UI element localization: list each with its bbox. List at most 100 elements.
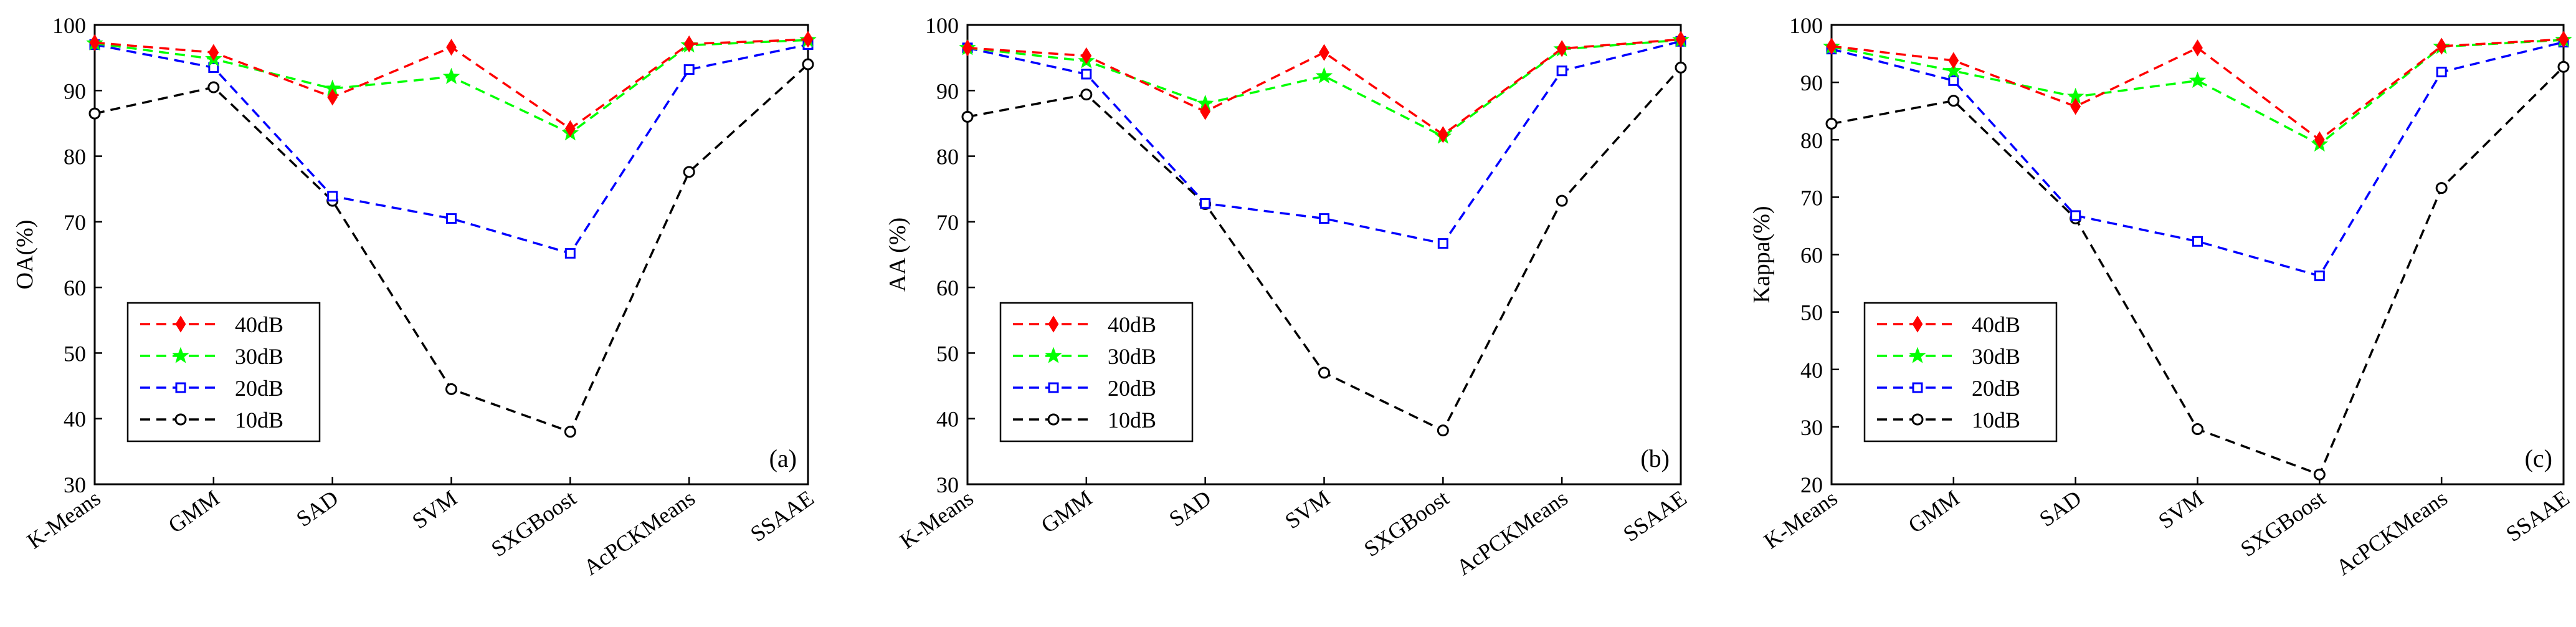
data-point-20dB [1556, 65, 1567, 77]
legend-item-10dB: 10dB [1877, 408, 2020, 433]
data-point-40dB [208, 44, 219, 61]
legend-item-20dB: 20dB [1877, 376, 2020, 401]
data-point-20dB [208, 62, 219, 73]
data-point-10dB [1675, 61, 1687, 74]
y-tick-label: 50 [936, 341, 959, 366]
x-tick-label: AcPCKMeans [579, 486, 699, 580]
legend-box [1863, 302, 2058, 443]
x-tick-label: SAD [1164, 486, 1215, 532]
y-tick-label: 40 [64, 407, 86, 432]
y-tick-label: 30 [64, 472, 86, 497]
legend-item-30dB: 30dB [140, 344, 283, 369]
y-tick-label: 70 [1800, 185, 1823, 210]
legend-label: 30dB [1972, 344, 2020, 369]
data-point-40dB [2436, 37, 2447, 55]
y-tick-label: 70 [64, 210, 86, 235]
data-point-10dB [2557, 60, 2570, 73]
y-tick-label: 30 [1800, 415, 1823, 440]
data-point-40dB [1826, 37, 1837, 55]
legend-item-20dB: 20dB [1013, 376, 1156, 401]
x-tick-label: SSAAE [2501, 486, 2574, 547]
legend-marker-circle [174, 413, 187, 426]
x-tick-label: GMM [164, 486, 224, 538]
legend-label: 10dB [1108, 408, 1156, 433]
data-point-40dB [446, 39, 457, 56]
y-tick-label: 70 [936, 210, 959, 235]
legend-label: 20dB [1108, 376, 1156, 401]
data-point-10dB [802, 58, 814, 70]
legend-label: 30dB [235, 344, 283, 369]
y-tick-label: 90 [936, 79, 959, 103]
legend: 40dB 30dB 20dB 10dB [999, 302, 1194, 443]
y-tick-label: 80 [64, 145, 86, 170]
data-point-20dB [2070, 210, 2081, 221]
legend: 40dB 30dB 20dB 10dB [1863, 302, 2058, 443]
data-point-10dB [1947, 95, 1960, 107]
legend-marker-square [1048, 382, 1059, 393]
legend-label: 30dB [1108, 344, 1156, 369]
legend-item-30dB: 30dB [1877, 344, 2020, 369]
x-tick-label: SSAAE [1618, 486, 1691, 547]
y-tick-label: 40 [936, 407, 959, 432]
panel-label: (a) [769, 444, 797, 472]
y-tick-label: 100 [52, 13, 86, 38]
series-40dB [962, 31, 1686, 143]
legend-item-30dB: 30dB [1013, 344, 1156, 369]
data-point-40dB [2192, 39, 2203, 57]
y-tick-label: 80 [1800, 128, 1823, 153]
data-point-20dB [1200, 198, 1211, 209]
y-tick-label: 90 [1800, 70, 1823, 95]
legend-marker-square [175, 382, 186, 393]
legend-marker-star [172, 347, 189, 363]
data-point-10dB [1437, 424, 1449, 437]
y-tick-label: 100 [925, 13, 959, 38]
legend-label: 40dB [1972, 312, 2020, 337]
y-tick-label: 80 [936, 145, 959, 170]
data-point-20dB [1319, 213, 1329, 224]
legend-item-10dB: 10dB [1013, 408, 1156, 433]
x-tick-label: SAD [2035, 486, 2086, 532]
data-point-20dB [2192, 236, 2203, 247]
y-axis-title: AA (%) [885, 218, 911, 292]
legend-marker-star [1909, 347, 1926, 363]
y-tick-label: 90 [64, 79, 86, 103]
y-tick-label: 50 [64, 341, 86, 366]
data-point-40dB [1200, 103, 1211, 120]
data-point-10dB [2192, 423, 2203, 436]
data-point-10dB [1825, 117, 1838, 130]
data-point-40dB [2314, 131, 2325, 148]
legend-item-40dB: 40dB [1877, 312, 2020, 337]
y-tick-label: 40 [1800, 358, 1823, 383]
legend-marker-diamond [175, 315, 186, 333]
data-point-40dB [962, 39, 973, 57]
x-tick-label: SVM [407, 486, 462, 534]
legend-box [126, 302, 321, 443]
data-point-10dB [445, 383, 457, 395]
data-point-10dB [2435, 182, 2448, 194]
panel-label: (c) [2525, 444, 2552, 472]
y-axis-title: Kappa(%) [1749, 206, 1775, 303]
data-point-20dB [446, 213, 457, 224]
y-tick-label: 50 [1800, 300, 1823, 325]
y-axis-title: OA(%) [12, 220, 38, 290]
data-point-10dB [1318, 366, 1330, 379]
data-point-40dB [564, 120, 576, 137]
series-10dB [88, 58, 814, 438]
x-tick-label: GMM [1037, 486, 1097, 538]
x-tick-label: SXGBoost [487, 486, 581, 562]
data-point-10dB [961, 110, 974, 123]
data-point-10dB [1080, 89, 1093, 101]
legend-item-20dB: 20dB [140, 376, 283, 401]
y-tick-label: 100 [1789, 13, 1823, 38]
data-point-20dB [683, 64, 695, 75]
legend-label: 10dB [1972, 408, 2020, 433]
legend-marker-star [1045, 347, 1062, 363]
legend-item-40dB: 40dB [1013, 312, 1156, 337]
legend-marker-square [1912, 382, 1923, 393]
data-point-20dB [2314, 270, 2325, 282]
data-point-40dB [89, 34, 100, 52]
legend-item-40dB: 40dB [140, 312, 283, 337]
legend-label: 40dB [235, 312, 283, 337]
data-point-20dB [2436, 67, 2447, 78]
